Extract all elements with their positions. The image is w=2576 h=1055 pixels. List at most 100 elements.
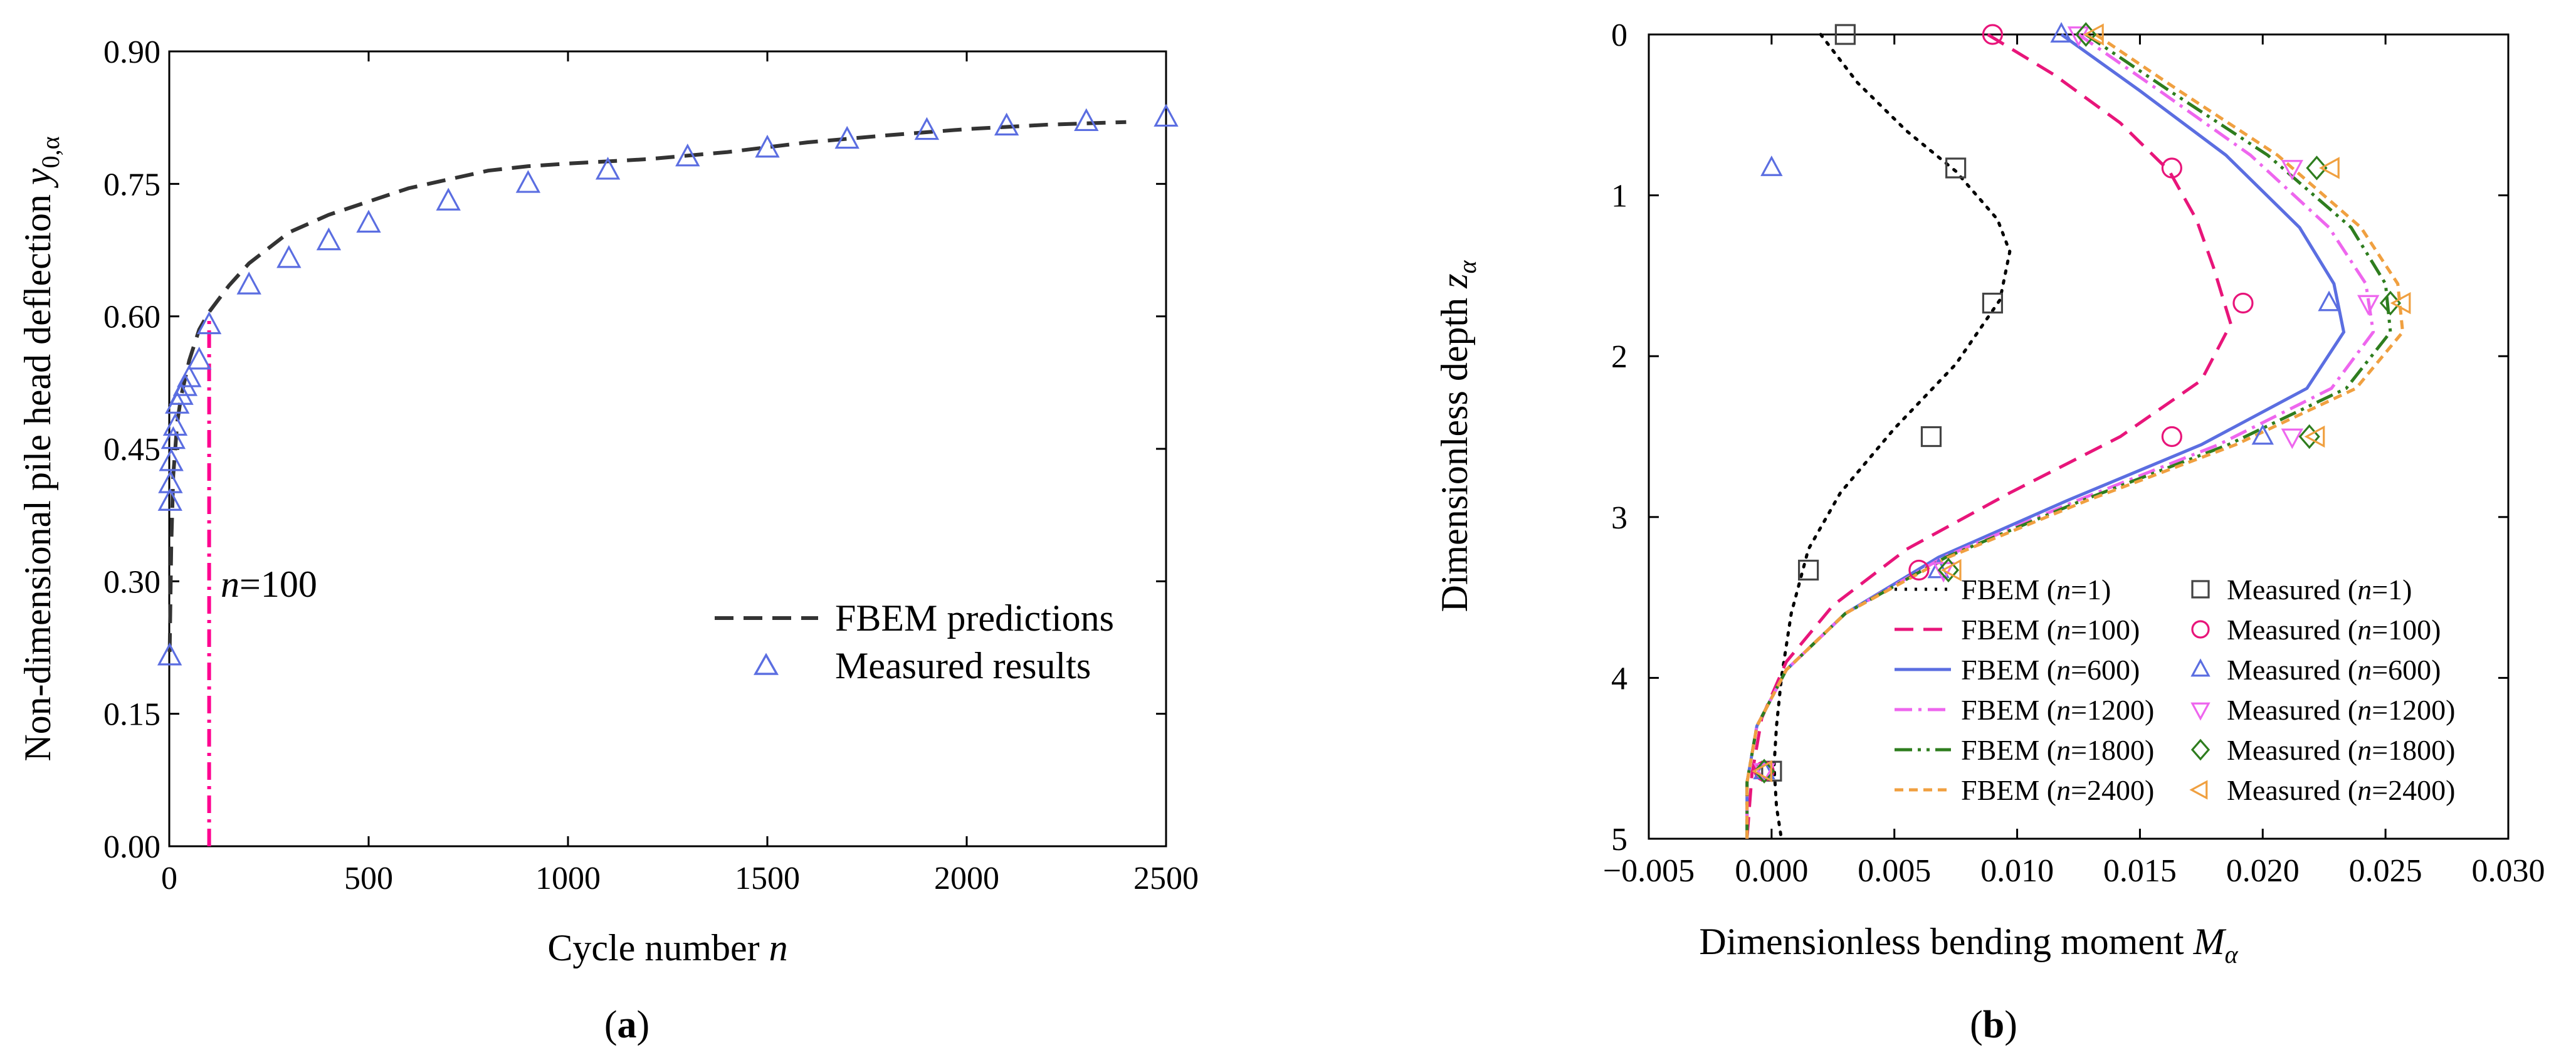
panel-a-x-tick-label: 2000 — [934, 861, 999, 896]
legend-label-measured-n-1800: Measured (n=1800) — [2227, 734, 2455, 766]
legend-label-measured-n-1200: Measured (n=1200) — [2227, 694, 2455, 726]
data-point-measured-n-1200 — [1753, 763, 1775, 784]
data-point-measured-n-2400 — [2083, 23, 2104, 46]
legend-label-measured-n-100: Measured (n=100) — [2227, 614, 2441, 646]
panel-b-x-tick-label: 0.015 — [2103, 853, 2177, 889]
data-point-measured-n-1200 — [2067, 26, 2090, 47]
legend-label-fbem-n-1: FBEM (n=1) — [1961, 574, 2111, 606]
data-point-measured-results — [755, 134, 780, 158]
panel-a-y-tick-label: 0.75 — [103, 167, 160, 202]
data-point-measured-n-600 — [2251, 424, 2274, 445]
legend-marker-measured-n-600 — [2190, 658, 2211, 677]
data-point-measured-n-1800 — [2379, 290, 2402, 316]
panel-a-label: (a) — [604, 1004, 649, 1046]
panel-b-x-tick-label: 0.030 — [2472, 853, 2545, 889]
panel-a-y-tick-label: 0.00 — [103, 829, 160, 865]
data-point-measured-n-600 — [1753, 758, 1775, 780]
legend-marker-measured-n-2400 — [2189, 780, 2208, 800]
data-point-measured-n-100 — [2161, 426, 2182, 448]
legend-label-measured-n-1: Measured (n=1) — [2227, 574, 2412, 606]
data-point-measured-results — [177, 364, 202, 387]
panel-b-y-tick-label: 0 — [1611, 18, 1627, 53]
panel-a-x-tick-label: 500 — [344, 861, 393, 896]
panel-b-x-tick-label: 0.010 — [1980, 853, 2054, 889]
panel-b-x-tick-label: −0.005 — [1603, 853, 1695, 889]
data-point-measured-results — [356, 209, 381, 233]
data-point-measured-n-1 — [1945, 157, 1967, 179]
panel-a-x-tick-label: 1000 — [535, 861, 601, 896]
legend-label-fbem-n-1200: FBEM (n=1200) — [1961, 694, 2154, 726]
data-point-measured-results — [994, 112, 1019, 136]
series-line-fbem-n-2400 — [1745, 33, 2405, 839]
panel-a-y-tick-label: 0.90 — [103, 34, 160, 70]
legend-label-measured-n-2400: Measured (n=2400) — [2227, 774, 2455, 806]
data-point-measured-results — [187, 347, 212, 370]
panel-a-series — [157, 103, 1179, 846]
data-point-measured-results — [276, 245, 302, 268]
data-point-measured-n-100 — [2232, 292, 2254, 314]
data-point-measured-results — [316, 227, 342, 251]
data-point-measured-n-1200 — [2357, 295, 2380, 316]
panel-b-x-tick-label: 0.000 — [1735, 853, 1808, 889]
data-point-measured-n-100 — [1982, 24, 2003, 45]
panel-b-y-ticks: 0 1 2 3 4 5 — [1611, 18, 2508, 858]
panel-a-y-tick-label: 0.30 — [103, 564, 160, 600]
data-point-measured-results — [834, 125, 860, 149]
panel-b: −0.005 0.000 0.005 0.010 0.015 0.020 0.025 0.03… — [1434, 18, 2545, 1046]
data-point-measured-n-2400 — [1940, 559, 1962, 582]
data-point-measured-n-2400 — [2319, 157, 2340, 179]
panel-a-x-ticks: 0 500 1000 1500 2000 2500 — [161, 51, 1199, 896]
data-point-measured-results — [515, 170, 541, 193]
data-point-measured-results — [675, 144, 700, 167]
data-point-measured-n-600 — [1927, 557, 1950, 579]
data-point-measured-n-1200 — [2281, 160, 2303, 181]
legend-label-fbem-n-100: FBEM (n=100) — [1961, 614, 2140, 646]
series-line-fbem-predictions — [167, 120, 1127, 653]
panel-b-y-axis-label: Dimensionless depth zα — [1434, 260, 1481, 612]
panel-a-y-tick-label: 0.60 — [103, 300, 160, 335]
data-point-measured-n-1800 — [2298, 424, 2320, 449]
panel-b-y-tick-label: 4 — [1611, 661, 1627, 696]
panel-a-y-tick-label: 0.45 — [103, 432, 160, 468]
panel-a-legend: FBEM predictions Measured results — [715, 597, 1114, 686]
panel-b-series — [1745, 22, 2411, 841]
data-point-measured-results — [159, 448, 184, 471]
data-point-measured-n-100 — [2161, 157, 2182, 179]
data-point-measured-results — [160, 426, 186, 449]
data-point-measured-n-1 — [1834, 24, 1856, 45]
legend-marker-measured-n-1200 — [2190, 702, 2211, 721]
panel-b-label: (b) — [1970, 1004, 2017, 1046]
panel-a-y-tick-label: 0.15 — [103, 697, 160, 733]
data-point-measured-n-600 — [2318, 290, 2340, 312]
panel-b-x-tick-label: 0.005 — [1858, 853, 1931, 889]
panel-a-marker-line-label: n=100 — [221, 564, 317, 605]
data-point-measured-results — [157, 643, 182, 666]
panel-b-y-tick-label: 5 — [1611, 822, 1627, 858]
panel-a-x-tick-label: 0 — [161, 861, 177, 896]
panel-a-x-tick-label: 1500 — [735, 861, 800, 896]
data-point-measured-n-1800 — [1937, 557, 1960, 583]
panel-a-y-ticks: 0.00 0.15 0.30 0.45 0.60 0.75 0.90 — [103, 34, 1166, 865]
data-point-measured-n-2400 — [2304, 425, 2325, 448]
data-point-measured-results — [914, 117, 940, 140]
data-point-measured-n-2400 — [1752, 760, 1772, 782]
data-point-measured-n-1 — [1798, 559, 1819, 581]
legend-label-fbem-n-2400: FBEM (n=2400) — [1961, 774, 2154, 806]
panel-b-y-tick-label: 2 — [1611, 339, 1627, 375]
legend-label-measured-results: Measured results — [835, 645, 1091, 686]
series-line-fbem-n-1 — [1772, 33, 2012, 841]
data-point-measured-n-1200 — [2281, 428, 2303, 449]
legend-label-fbem-n-1800: FBEM (n=1800) — [1961, 734, 2154, 766]
legend-label-fbem-n-600: FBEM (n=600) — [1961, 654, 2140, 686]
panel-a-x-tick-label: 2500 — [1133, 861, 1199, 896]
panel-b-legend: FBEM (n=1) FBEM (n=100) FBEM (n=600) FBEM (… — [1895, 574, 2455, 806]
data-point-measured-n-1200 — [1932, 562, 1955, 583]
data-point-measured-results — [595, 157, 621, 180]
panel-b-y-tick-label: 3 — [1611, 500, 1627, 536]
panel-b-x-tick-label: 0.025 — [2349, 853, 2422, 889]
legend-label-fbem-predictions: FBEM predictions — [835, 597, 1114, 639]
panel-b-x-ticks: −0.005 0.000 0.005 0.010 0.015 0.020 0.025 0.03… — [1603, 34, 2545, 889]
data-point-measured-n-600 — [2050, 22, 2073, 43]
panel-b-x-axis-label: Dimensionless bending moment Mα — [1699, 921, 2238, 968]
